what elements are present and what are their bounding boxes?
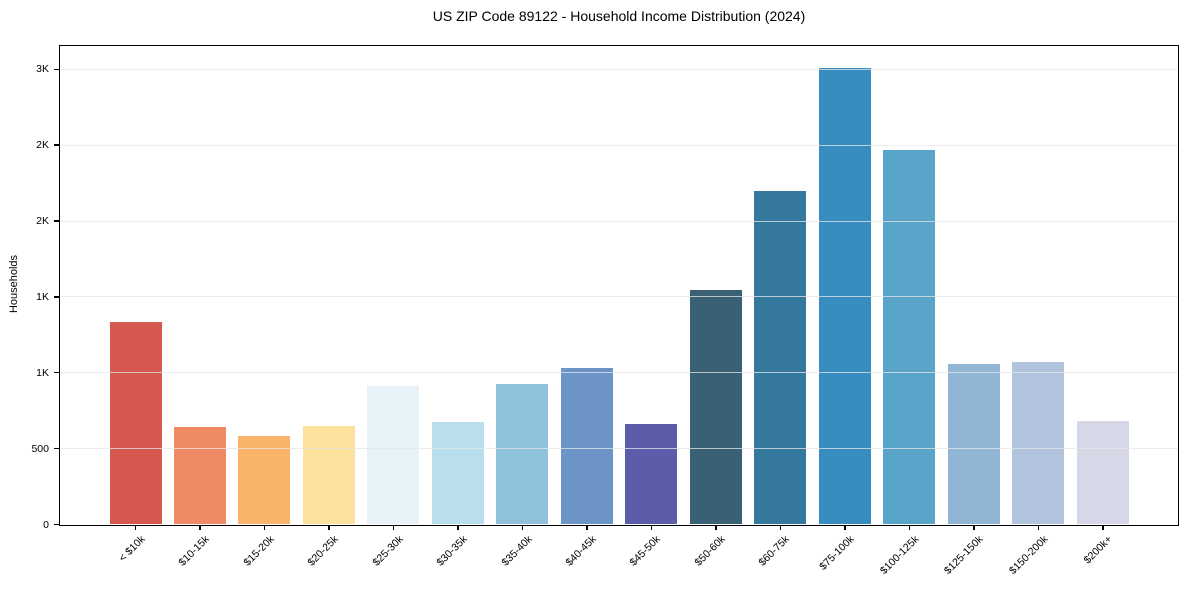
x-tick-label: $40-45k [563,532,599,569]
x-tick-label: $75-100k [817,532,857,573]
x-tick-label: $15-20k [240,532,277,569]
x-tick-mark [779,526,782,530]
gridline-2K [60,144,1178,146]
y-tick-label: 3K [36,63,49,76]
x-tick-mark [134,526,137,530]
y-tick-mark [54,447,59,450]
bar-$125-150k [947,363,1000,525]
x-tick-mark [521,526,524,530]
x-tick-label: < $10k [116,532,148,564]
bar-$25-30k [367,386,420,525]
x-tick-mark [328,526,330,530]
bar-$60-75k [754,190,807,525]
bar-$150-200k [1012,362,1065,525]
x-tick-mark [263,526,266,530]
y-tick-mark [54,296,59,298]
bar-$45-50k [625,423,678,525]
y-tick-mark [54,144,59,146]
x-tick-label: $10-15k [176,532,212,569]
x-tick-mark [1102,526,1104,530]
x-tick-mark [199,526,201,530]
x-tick-label: $125-150k [942,532,986,577]
gridline-500 [60,448,1178,450]
x-tick-label: $60-75k [756,532,793,569]
x-tick-mark [973,526,975,530]
x-tick-label: $30-35k [434,532,470,569]
x-tick-label: $200k+ [1081,532,1115,566]
bar-$50-60k [689,290,742,525]
x-tick-mark [1037,526,1040,530]
chart-title: US ZIP Code 89122 - Household Income Dis… [432,8,806,24]
gridline-1K [60,372,1178,374]
x-tick-label: $20-25k [305,532,341,569]
y-tick-label: 500 [31,442,49,455]
bar-$15-20k [238,436,291,525]
x-tick-mark [650,526,653,530]
bar-$40-45k [560,368,613,525]
bar-$30-35k [431,422,484,525]
bar-$35-40k [496,384,549,525]
x-tick-mark [392,526,395,530]
y-tick-label: 1K [36,366,49,379]
bar-$10-15k [173,426,226,525]
gridline-2K [60,220,1178,222]
x-tick-label: $25-30k [369,532,406,569]
y-tick-mark [54,523,59,526]
y-tick-label: 0 [43,518,49,531]
x-tick-mark [457,526,459,530]
bar-$20-25k [302,425,355,525]
x-tick-mark [908,526,911,530]
y-tick-mark [54,372,59,374]
x-tick-label: $100-125k [877,532,922,577]
x-tick-label: $45-50k [627,532,664,569]
x-tick-label: $150-200k [1006,532,1051,577]
y-tick-label: 2K [36,139,49,152]
x-tick-label: $35-40k [498,532,535,569]
bar-$200k+ [1076,420,1129,525]
x-tick-label: $50-60k [692,532,728,569]
x-tick-mark [586,526,588,530]
y-axis-label: Households [8,254,20,314]
bar-$100-125k [883,150,936,525]
gridline-1K [60,296,1178,298]
y-tick-label: 1K [36,290,49,303]
plot-area [59,45,1179,526]
x-tick-mark [844,526,846,530]
y-tick-mark [54,68,59,70]
y-tick-label: 2K [36,215,49,227]
x-tick-mark [715,526,717,530]
gridline-3K [60,68,1178,70]
bar-< $10k [109,321,162,525]
y-tick-mark [54,220,59,222]
